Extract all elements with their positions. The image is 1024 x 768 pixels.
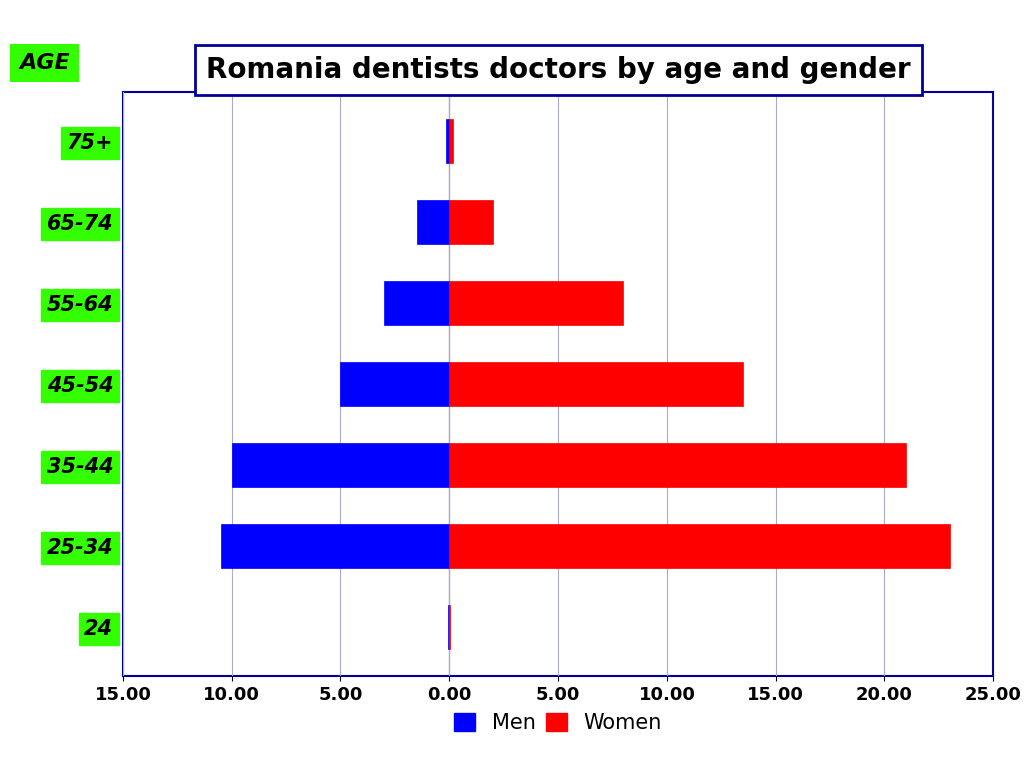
Title: Romania dentists doctors by age and gender: Romania dentists doctors by age and gend… bbox=[206, 56, 910, 84]
Bar bbox=[450, 604, 451, 649]
Bar bbox=[450, 362, 743, 406]
Bar bbox=[340, 362, 450, 406]
Bar bbox=[417, 200, 450, 244]
Bar bbox=[231, 442, 450, 487]
Text: AGE: AGE bbox=[19, 53, 70, 73]
Bar bbox=[221, 524, 450, 568]
Bar bbox=[384, 281, 450, 326]
Bar bbox=[450, 442, 906, 487]
Legend: Men, Women: Men, Women bbox=[445, 704, 671, 741]
Bar bbox=[450, 524, 950, 568]
Bar bbox=[449, 604, 450, 649]
Bar bbox=[450, 119, 453, 164]
Bar bbox=[446, 119, 450, 164]
Bar bbox=[450, 200, 493, 244]
Bar bbox=[450, 281, 624, 326]
